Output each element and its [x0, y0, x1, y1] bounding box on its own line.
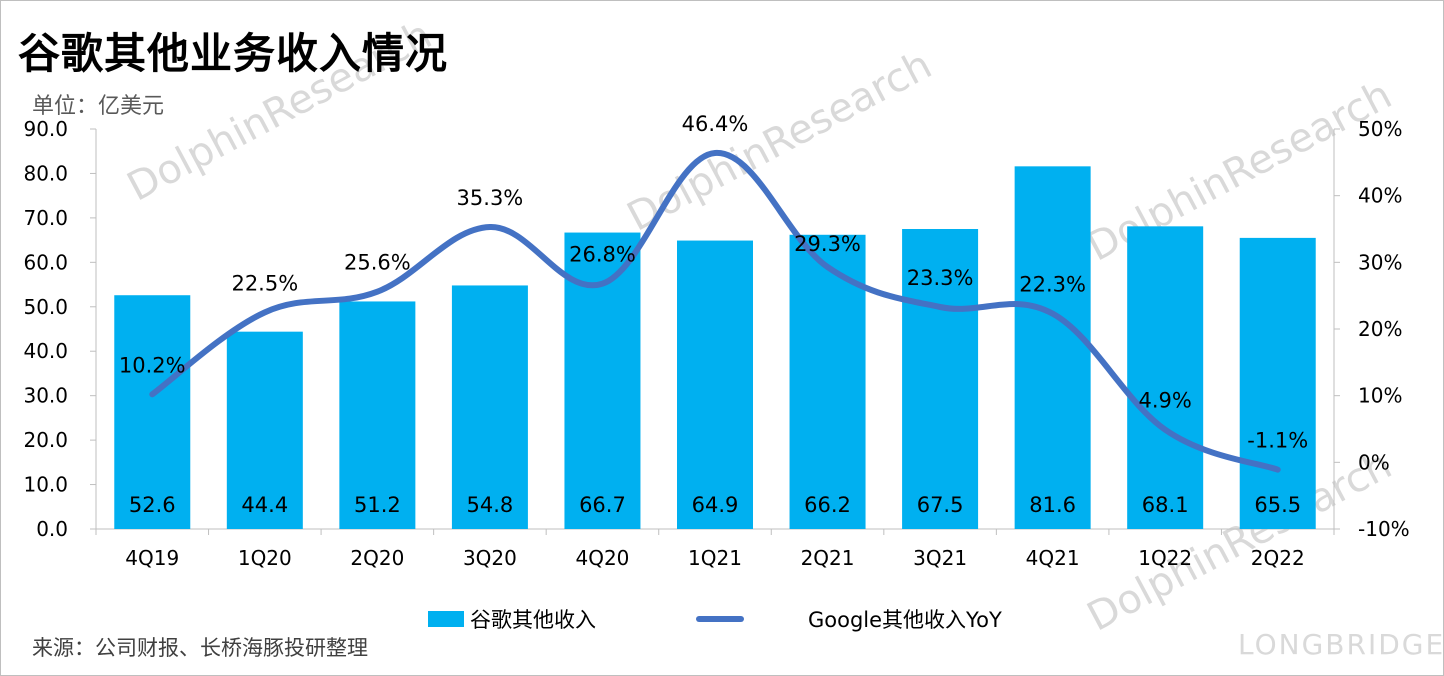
yoy-value-label: 4.9% [1139, 389, 1192, 413]
x-tick-label: 2Q22 [1251, 546, 1305, 570]
x-tick-label: 2Q20 [350, 546, 404, 570]
watermark-longbridge: LONGBRIDGE [1238, 628, 1444, 661]
y-left-tick-label: 10.0 [23, 473, 68, 497]
bar [564, 232, 641, 530]
bar [1014, 166, 1091, 530]
y-right-tick-label: 50% [1358, 117, 1402, 141]
yoy-value-label: 46.4% [682, 112, 749, 136]
legend-label-bar: 谷歌其他收入 [470, 608, 596, 632]
legend-swatch-line [696, 616, 744, 622]
yoy-value-label: 29.3% [794, 232, 861, 256]
y-right-tick-label: 0% [1358, 450, 1390, 474]
bar-value-label: 51.2 [354, 493, 401, 517]
bar-value-label: 44.4 [241, 493, 288, 517]
x-tick-label: 3Q21 [913, 546, 967, 570]
bar [902, 229, 979, 529]
y-left-tick-label: 30.0 [23, 384, 68, 408]
data-labels: 52.6 44.4 51.2 54.8 66.7 64.9 66.2 67.5 81.6 68.1… [119, 112, 1308, 517]
bar [1239, 237, 1316, 529]
x-tick-label: 3Q20 [463, 546, 517, 570]
y-right-tick-label: 30% [1358, 250, 1402, 274]
yoy-value-label: 23.3% [907, 266, 974, 290]
legend-item-bar: 谷歌其他收入 [428, 604, 596, 634]
bar [1127, 226, 1204, 530]
line-series [149, 149, 1281, 473]
yoy-value-label: 10.2% [119, 353, 186, 377]
bar-value-label: 52.6 [129, 493, 176, 517]
x-tick-label: 1Q20 [238, 546, 292, 570]
y-right-tick-label: 10% [1358, 384, 1402, 408]
y-right-tick-label: 40% [1358, 184, 1402, 208]
y-right-tick-label: -10% [1358, 517, 1410, 541]
bar-value-label: 81.6 [1029, 493, 1076, 517]
bar [451, 285, 528, 529]
bar [339, 301, 416, 529]
bar-value-label: 64.9 [692, 493, 739, 517]
legend: 谷歌其他收入 Google其他收入YoY [0, 604, 1444, 634]
bar-value-label: 65.5 [1254, 493, 1301, 517]
yoy-value-label: 26.8% [569, 243, 636, 267]
y-left-tick-label: 20.0 [23, 428, 68, 452]
bar-value-label: 68.1 [1142, 493, 1189, 517]
y-left-tick-label: 40.0 [23, 339, 68, 363]
y-left-tick-label: 60.0 [23, 250, 68, 274]
x-tick-label: 4Q20 [575, 546, 629, 570]
bar-value-label: 66.2 [804, 493, 851, 517]
x-tick-label: 1Q22 [1138, 546, 1192, 570]
yoy-value-label: 22.3% [1019, 273, 1086, 297]
legend-swatch-bar [428, 611, 464, 627]
yoy-value-label: 22.5% [231, 271, 298, 295]
x-tick-label: 1Q21 [688, 546, 742, 570]
yoy-value-label: -1.1% [1247, 429, 1308, 453]
yoy-value-label: 35.3% [457, 186, 524, 210]
legend-item-line: Google其他收入YoY [696, 604, 1002, 634]
bar-value-label: 54.8 [467, 493, 514, 517]
y-left-tick-label: 50.0 [23, 295, 68, 319]
bar [226, 331, 303, 529]
bar [677, 240, 753, 530]
x-tick-label: 4Q21 [1026, 546, 1080, 570]
legend-label-line: Google其他收入YoY [808, 608, 1002, 632]
x-tick-label: 4Q19 [125, 546, 179, 570]
y-left-tick-label: 80.0 [23, 161, 68, 185]
x-tick-label: 2Q21 [801, 546, 855, 570]
y-left-tick-label: 90.0 [23, 117, 68, 141]
y-right-tick-label: 20% [1358, 317, 1402, 341]
chart-title: 谷歌其他业务收入情况 [18, 29, 449, 78]
y-left-tick-label: 70.0 [23, 206, 68, 230]
yoy-value-label: 25.6% [344, 251, 411, 275]
bar [789, 234, 866, 529]
y-left-tick-label: 0.0 [36, 517, 68, 541]
bar-series [114, 166, 1316, 530]
bar [114, 295, 191, 529]
unit-label: 单位：亿美元 [32, 94, 165, 119]
source-note: 来源：公司财报、长桥海豚投研整理 [32, 636, 368, 660]
bar-value-label: 67.5 [917, 493, 964, 517]
bar-value-label: 66.7 [579, 493, 626, 517]
